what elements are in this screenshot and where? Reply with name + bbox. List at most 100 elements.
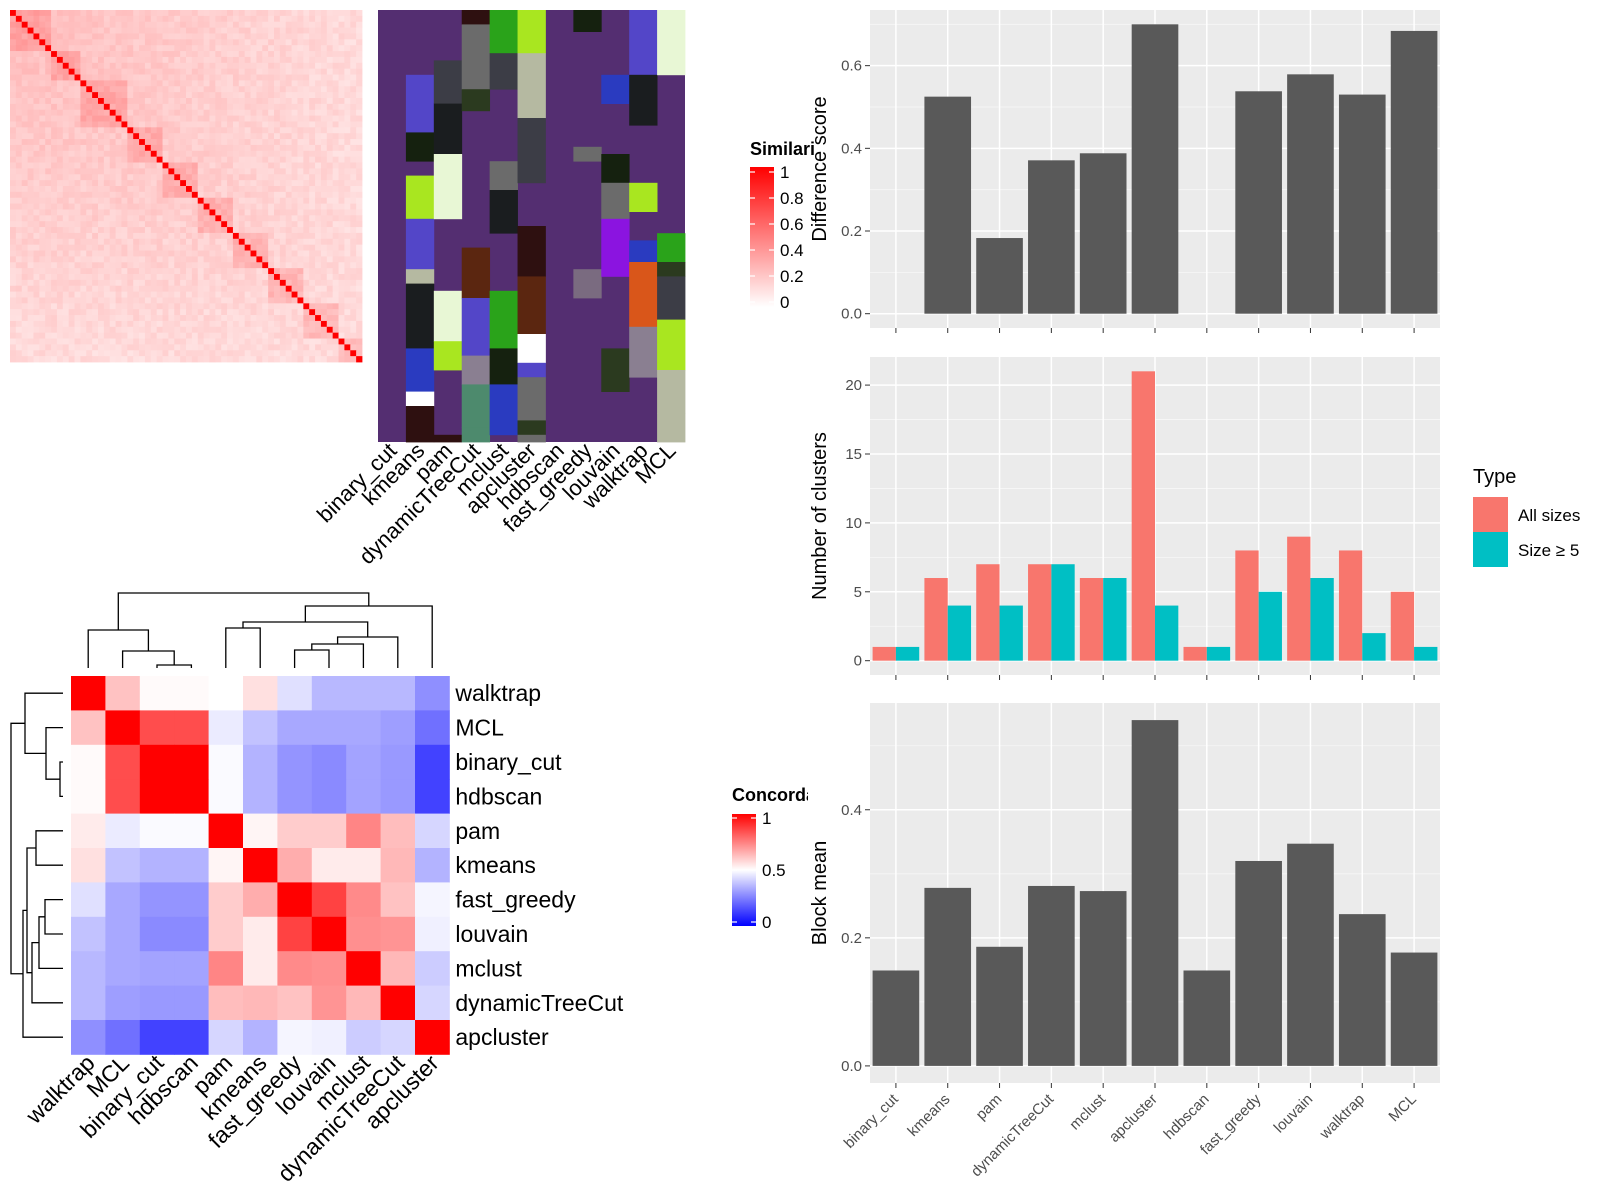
concordance-cell (139, 916, 175, 952)
concordance-column-labels: walktrapMCLbinary_cuthdbscanpamkmeansfas… (20, 1049, 444, 1187)
similarity-cell (74, 315, 81, 322)
similarity-cell (45, 86, 52, 93)
similarity-cell (250, 297, 257, 304)
similarity-cell (68, 144, 75, 152)
similarity-cell (98, 10, 105, 17)
similarity-cell (121, 197, 128, 204)
similarity-cell (326, 256, 334, 263)
similarity-cell (139, 221, 146, 228)
similarity-cell (338, 309, 345, 316)
similarity-cell (191, 45, 199, 52)
similarity-cell (209, 51, 216, 58)
similarity-cell (232, 320, 240, 328)
concordance-cell (243, 985, 278, 1021)
similarity-cell (21, 291, 28, 298)
similarity-cell (209, 320, 216, 328)
similarity-cell (274, 86, 281, 93)
similarity-cell (115, 227, 122, 234)
similarity-cell (10, 350, 17, 357)
similarity-cell (297, 209, 304, 216)
similarity-cell (297, 150, 304, 158)
similarity-cell (232, 98, 240, 105)
similarity-cell (144, 197, 152, 204)
similarity-cell (268, 92, 275, 99)
similarity-cell (356, 303, 363, 310)
similarity-cell (221, 326, 228, 334)
concordance-cell (105, 813, 141, 849)
similarity-cell (74, 74, 81, 81)
similarity-cell (338, 180, 345, 187)
similarity-cell (303, 115, 310, 122)
similarity-cell (174, 127, 181, 134)
similarity-cell (315, 21, 322, 28)
similarity-cell (262, 139, 269, 146)
similarity-cell (180, 227, 187, 234)
similarity-cell (109, 344, 116, 351)
similarity-cell (92, 256, 99, 263)
similarity-cell (98, 291, 105, 298)
similarity-cell (86, 250, 93, 257)
similarity-cell (356, 39, 363, 46)
similarity-cell (156, 80, 163, 87)
similarity-cell (279, 256, 287, 263)
similarity-cell (15, 285, 23, 292)
similarity-cell (68, 221, 75, 228)
similarity-cell (227, 121, 234, 128)
concordance-cell (277, 1020, 313, 1055)
similarity-cell (127, 109, 134, 116)
similarity-cell (144, 21, 152, 28)
concordance-cell (415, 951, 450, 986)
similarity-cell (133, 74, 140, 81)
similarity-cell (256, 168, 263, 175)
similarity-cell (51, 279, 58, 287)
similarity-cell (203, 92, 210, 99)
similarity-cell (285, 150, 292, 158)
similarity-cell (344, 45, 351, 52)
concordance-cell (71, 951, 106, 986)
similarity-cell (80, 62, 87, 70)
similarity-cell (232, 356, 240, 363)
similarity-cell (21, 268, 28, 275)
similarity-cell (68, 68, 75, 75)
similarity-cell (262, 297, 269, 304)
similarity-cell (221, 115, 228, 122)
similarity-cell (121, 221, 128, 228)
concordance-cell (415, 848, 450, 883)
similarity-cell (262, 320, 269, 328)
similarity-cell (291, 256, 298, 263)
similarity-cell (56, 121, 64, 128)
similarity-cell (268, 133, 275, 140)
similarity-cell (285, 56, 292, 64)
similarity-cell (203, 109, 210, 116)
similarity-cell (209, 285, 216, 292)
similarity-cell (168, 62, 175, 70)
similarity-cell (309, 45, 316, 52)
concordance-cell (105, 1020, 141, 1055)
similarity-cell (238, 33, 246, 40)
similarity-cell (156, 197, 163, 204)
similarity-cell (268, 127, 275, 134)
similarity-cell (279, 274, 287, 281)
similarity-cell (238, 320, 246, 328)
similarity-cell (191, 297, 199, 304)
bar (1051, 564, 1075, 661)
similarity-cell (150, 256, 158, 263)
similarity-cell (115, 338, 122, 345)
similarity-cell (303, 238, 310, 246)
similarity-cell (62, 279, 70, 287)
similarity-cell (215, 68, 222, 75)
similarity-cell (45, 39, 52, 46)
similarity-cell (56, 127, 64, 134)
similarity-cell (21, 256, 28, 263)
similarity-cell (250, 209, 257, 216)
concordance-legend-ticks: 10.50 (732, 809, 786, 932)
similarity-cell (15, 244, 23, 251)
similarity-cell (238, 45, 246, 52)
similarity-cell (338, 262, 345, 269)
similarity-cell (227, 150, 234, 158)
similarity-cell (156, 62, 163, 70)
similarity-cell (350, 92, 357, 99)
similarity-cell (215, 103, 222, 111)
similarity-cell (156, 168, 163, 175)
